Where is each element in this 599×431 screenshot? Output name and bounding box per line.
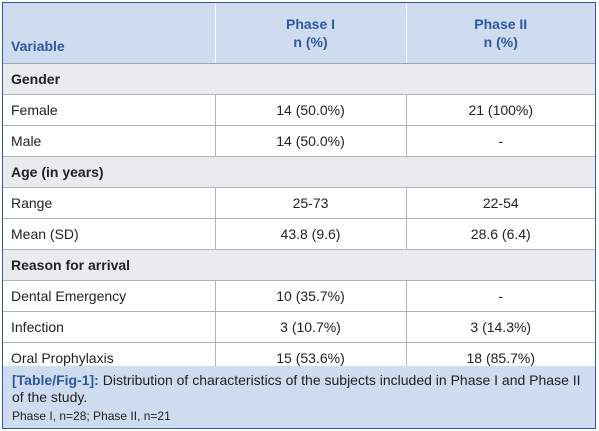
row-label: Dental Emergency xyxy=(3,280,215,312)
cell-phase-1: 14 (50.0%) xyxy=(214,94,406,126)
cell-phase-1: 14 (50.0%) xyxy=(214,125,406,157)
table-row: Mean (SD) 43.8 (9.6) 28.6 (6.4) xyxy=(3,218,595,250)
cell-phase-2: 28.6 (6.4) xyxy=(405,218,595,250)
table-row: Infection 3 (10.7%) 3 (14.3%) xyxy=(3,311,595,343)
header-phase-1-title: Phase I xyxy=(285,16,336,32)
cell-phase-2: 3 (14.3%) xyxy=(405,311,595,343)
cell-phase-1: 10 (35.7%) xyxy=(214,280,406,312)
header-variable: Variable xyxy=(3,3,215,64)
row-label: Mean (SD) xyxy=(3,218,215,250)
characteristics-table: Variable Phase I n (%) Phase II n (%) Ge… xyxy=(3,3,595,374)
header-phase-1-unit: n (%) xyxy=(293,34,328,50)
cell-phase-2: - xyxy=(405,280,595,312)
table-row: Female 14 (50.0%) 21 (100%) xyxy=(3,94,595,126)
section-row-gender: Gender xyxy=(3,63,595,95)
row-label: Range xyxy=(3,187,215,219)
table-row: Dental Emergency 10 (35.7%) - xyxy=(3,280,595,312)
cell-phase-1: 3 (10.7%) xyxy=(214,311,406,343)
cell-phase-1: 25-73 xyxy=(214,187,406,219)
caption-note: Phase I, n=28; Phase II, n=21 xyxy=(12,409,171,423)
caption-text: Distribution of characteristics of the s… xyxy=(12,372,581,405)
table-caption: [Table/Fig-1]: Distribution of character… xyxy=(3,366,595,428)
section-title: Reason for arrival xyxy=(3,249,595,281)
section-title: Age (in years) xyxy=(3,156,595,188)
row-label: Male xyxy=(3,125,215,157)
caption-tag: [Table/Fig-1]: xyxy=(12,372,99,388)
header-phase-2: Phase II n (%) xyxy=(405,3,595,64)
cell-phase-2: 21 (100%) xyxy=(405,94,595,126)
section-title: Gender xyxy=(3,63,595,95)
caption-text-block: [Table/Fig-1]: Distribution of character… xyxy=(12,372,587,406)
header-phase-2-title: Phase II xyxy=(474,16,528,32)
cell-phase-2: - xyxy=(405,125,595,157)
table-header: Variable Phase I n (%) Phase II n (%) xyxy=(3,3,595,64)
row-label: Female xyxy=(3,94,215,126)
cell-phase-2: 22-54 xyxy=(405,187,595,219)
table-row: Male 14 (50.0%) - xyxy=(3,125,595,157)
table-body: Gender Female 14 (50.0%) 21 (100%) Male … xyxy=(3,63,595,374)
section-row-reason: Reason for arrival xyxy=(3,249,595,281)
header-phase-2-unit: n (%) xyxy=(483,34,518,50)
row-label: Infection xyxy=(3,311,215,343)
cell-phase-1: 43.8 (9.6) xyxy=(214,218,406,250)
header-phase-1: Phase I n (%) xyxy=(214,3,406,64)
section-row-age: Age (in years) xyxy=(3,156,595,188)
table-row: Range 25-73 22-54 xyxy=(3,187,595,219)
